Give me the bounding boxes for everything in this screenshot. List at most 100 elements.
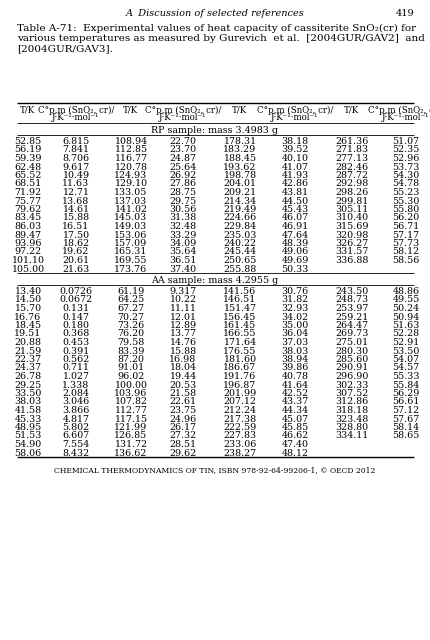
Text: 116.77: 116.77 <box>114 154 147 163</box>
Text: 35.64: 35.64 <box>169 248 196 257</box>
Text: various temperatures as measured by Gurevich  et al.  [2004GUR/GAV2]  and: various temperatures as measured by Gure… <box>17 34 424 43</box>
Text: 32.93: 32.93 <box>281 304 308 313</box>
Text: 55.33: 55.33 <box>391 372 419 381</box>
Text: 45.85: 45.85 <box>281 423 308 432</box>
Text: 70.27: 70.27 <box>117 312 144 321</box>
Text: 50.33: 50.33 <box>281 264 308 273</box>
Text: 0.562: 0.562 <box>62 355 89 364</box>
Text: 126.85: 126.85 <box>114 431 147 440</box>
Text: 229.84: 229.84 <box>223 222 256 231</box>
Text: 255.88: 255.88 <box>223 264 256 273</box>
Text: 1.027: 1.027 <box>62 372 89 381</box>
Text: 259.21: 259.21 <box>335 312 368 321</box>
Text: 315.69: 315.69 <box>335 222 368 231</box>
Text: 145.03: 145.03 <box>114 214 147 223</box>
Text: 56.20: 56.20 <box>391 214 419 223</box>
Text: 17.50: 17.50 <box>62 230 89 239</box>
Text: 42.86: 42.86 <box>281 179 308 189</box>
Text: 7.841: 7.841 <box>62 145 89 154</box>
Text: 296.90: 296.90 <box>335 372 368 381</box>
Text: 419: 419 <box>394 9 413 18</box>
Text: 89.47: 89.47 <box>14 230 41 239</box>
Text: 25.64: 25.64 <box>169 163 196 172</box>
Text: 14.61: 14.61 <box>62 205 89 214</box>
Text: 328.80: 328.80 <box>335 423 368 432</box>
Text: 312.86: 312.86 <box>335 397 368 406</box>
Text: 73.26: 73.26 <box>117 321 144 330</box>
Text: T/K: T/K <box>344 106 359 115</box>
Text: 15.88: 15.88 <box>169 346 196 355</box>
Text: 29.62: 29.62 <box>169 449 196 458</box>
Text: 48.12: 48.12 <box>281 449 308 458</box>
Text: 20.61: 20.61 <box>62 256 89 265</box>
Text: 41.93: 41.93 <box>281 171 308 180</box>
Text: 58.06: 58.06 <box>14 449 42 458</box>
Text: 235.03: 235.03 <box>223 230 256 239</box>
Text: 28.51: 28.51 <box>169 440 196 449</box>
Text: 22.61: 22.61 <box>169 397 196 406</box>
Text: 196.87: 196.87 <box>223 381 256 390</box>
Text: 112.77: 112.77 <box>114 406 147 415</box>
Text: 0.0726: 0.0726 <box>59 287 92 296</box>
Text: 10.49: 10.49 <box>62 171 89 180</box>
Text: 46.62: 46.62 <box>281 431 308 440</box>
Text: 137.03: 137.03 <box>114 196 147 205</box>
Text: 40.78: 40.78 <box>281 372 308 381</box>
Text: 29.25: 29.25 <box>14 381 42 390</box>
Text: 292.98: 292.98 <box>335 179 368 189</box>
Text: 224.66: 224.66 <box>223 214 256 223</box>
Text: 67.27: 67.27 <box>117 304 144 313</box>
Text: 38.03: 38.03 <box>14 397 42 406</box>
Text: 55.80: 55.80 <box>391 205 419 214</box>
Text: 271.83: 271.83 <box>335 145 368 154</box>
Text: 49.55: 49.55 <box>391 296 419 305</box>
Text: 299.81: 299.81 <box>335 196 368 205</box>
Text: 201.99: 201.99 <box>223 389 256 398</box>
Text: 93.96: 93.96 <box>14 239 42 248</box>
Text: 105.00: 105.00 <box>12 264 44 273</box>
Text: 141.56: 141.56 <box>223 287 256 296</box>
Text: 47.40: 47.40 <box>281 440 308 449</box>
Text: 36.04: 36.04 <box>281 330 308 339</box>
Text: 136.62: 136.62 <box>114 449 147 458</box>
Text: 52.28: 52.28 <box>392 330 418 339</box>
Text: 54.57: 54.57 <box>391 364 419 372</box>
Text: 188.45: 188.45 <box>223 154 256 163</box>
Text: 318.18: 318.18 <box>335 406 368 415</box>
Text: 326.27: 326.27 <box>335 239 368 248</box>
Text: 41.64: 41.64 <box>281 381 308 390</box>
Text: 15.88: 15.88 <box>62 214 89 223</box>
Text: 48.86: 48.86 <box>392 287 418 296</box>
Text: 117.15: 117.15 <box>114 415 147 424</box>
Text: 56.19: 56.19 <box>14 145 42 154</box>
Text: 37.03: 37.03 <box>281 338 308 347</box>
Text: 219.49: 219.49 <box>223 205 256 214</box>
Text: 23.75: 23.75 <box>169 406 196 415</box>
Text: 124.93: 124.93 <box>114 171 147 180</box>
Text: T/K: T/K <box>232 106 247 115</box>
Text: 54.07: 54.07 <box>392 355 418 364</box>
Text: 282.46: 282.46 <box>335 163 368 172</box>
Text: 21.63: 21.63 <box>62 264 89 273</box>
Text: T/K: T/K <box>20 106 36 115</box>
Text: RP sample: mass 3.4983 g: RP sample: mass 3.4983 g <box>151 126 278 135</box>
Text: 55.23: 55.23 <box>391 188 419 197</box>
Text: 46.07: 46.07 <box>281 214 308 223</box>
Text: J·K⁻¹·mol⁻¹: J·K⁻¹·mol⁻¹ <box>270 113 318 122</box>
Text: 44.50: 44.50 <box>281 196 308 205</box>
Text: 156.45: 156.45 <box>223 312 256 321</box>
Text: 27.32: 27.32 <box>169 431 196 440</box>
Text: 1.338: 1.338 <box>62 381 89 390</box>
Text: 245.44: 245.44 <box>223 248 256 257</box>
Text: C°p,m (SnO₂, cr)/: C°p,m (SnO₂, cr)/ <box>38 106 114 115</box>
Text: 0.391: 0.391 <box>62 346 89 355</box>
Text: 323.48: 323.48 <box>335 415 368 424</box>
Text: 7.554: 7.554 <box>62 440 89 449</box>
Text: 302.33: 302.33 <box>335 381 368 390</box>
Text: 64.25: 64.25 <box>117 296 144 305</box>
Text: 30.56: 30.56 <box>169 205 196 214</box>
Text: 157.09: 157.09 <box>114 239 147 248</box>
Text: 58.56: 58.56 <box>391 256 419 265</box>
Text: 52.35: 52.35 <box>391 145 419 154</box>
Text: 65.52: 65.52 <box>14 171 42 180</box>
